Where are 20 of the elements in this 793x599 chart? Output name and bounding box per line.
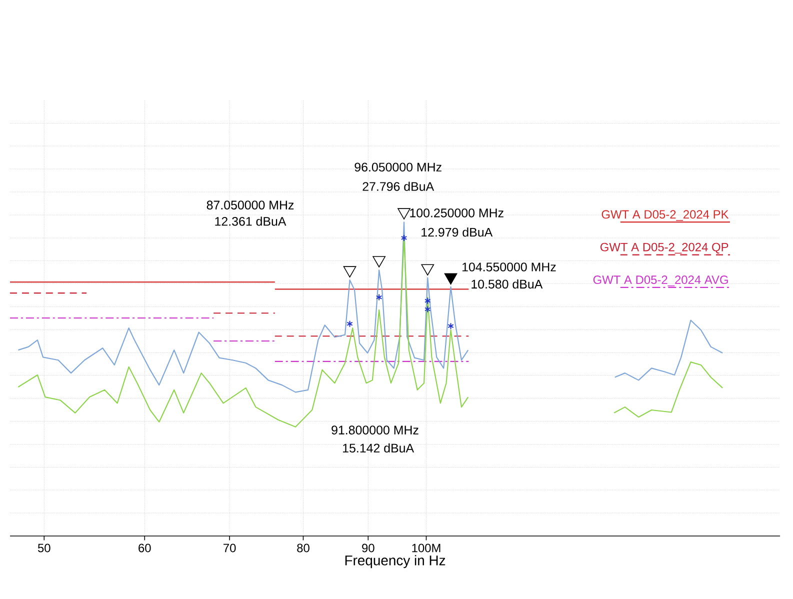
x-tick-label: 90: [362, 544, 374, 552]
x-tick-label: 100M: [412, 544, 440, 552]
x-tick-label: 60: [138, 544, 151, 552]
text: 96.050000 MHz: [354, 162, 442, 172]
annotation: 12.979 dBuA: [422, 228, 493, 237]
annotation: 100.250000 MHz: [410, 208, 504, 218]
x-tick-label: 70: [224, 544, 236, 552]
x-tick-label: 80: [297, 544, 310, 552]
text: 87.050000 MHz: [206, 200, 294, 210]
x-axis-title: Frequency in Hz: [345, 555, 446, 568]
annotation: 91.800000 MHz: [332, 426, 418, 434]
text: GWT A D05-2_2024 PK: [602, 210, 729, 221]
annotation: 12.361 dBuA: [215, 216, 286, 226]
annotation: 15.142 dBuA: [343, 443, 414, 453]
annotation: 104.550000 MHz: [462, 262, 556, 272]
x-tick-label: 50: [38, 544, 50, 552]
text: 27.796 dBuA: [362, 182, 434, 191]
text: GWT A D05-2_2024 AVG: [593, 276, 728, 286]
text: GWT A D05-2_2024 QP: [600, 242, 728, 254]
annotation: 10.580 dBuA: [472, 279, 543, 289]
